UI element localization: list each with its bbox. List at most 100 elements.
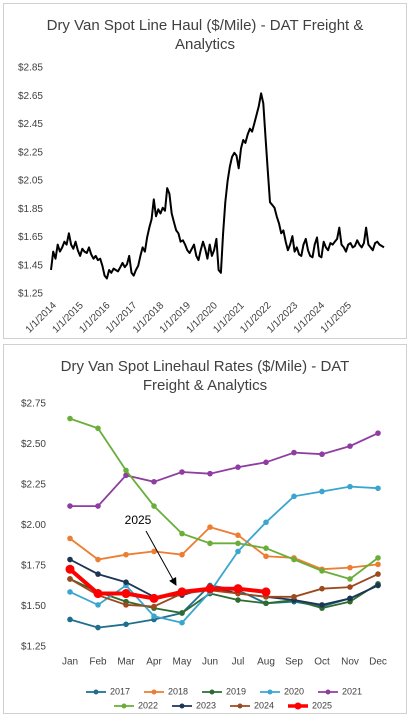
series-marker [67, 576, 73, 582]
series-marker [151, 503, 157, 509]
series-marker [95, 571, 101, 577]
series-line [69, 573, 379, 608]
x-tick-label: Apr [146, 657, 162, 668]
series-marker [261, 587, 271, 597]
series-marker [205, 584, 215, 594]
y-tick-label: $2.50 [21, 439, 46, 450]
series-marker [347, 595, 353, 602]
series-marker [263, 600, 269, 607]
y-tick-label: $2.05 [18, 176, 43, 187]
legend-label: 2017 [110, 686, 130, 696]
y-tick-label: $1.25 [21, 642, 46, 653]
x-tick-label: Feb [89, 657, 107, 668]
legend-label: 2021 [342, 686, 362, 696]
series-marker [375, 561, 381, 568]
series-marker [291, 493, 297, 500]
series-marker [347, 576, 353, 582]
legend-label: 2020 [284, 686, 304, 696]
series-marker [149, 593, 159, 603]
series-marker [291, 593, 297, 600]
x-tick-label: May [173, 657, 192, 668]
y-tick-label: $1.25 [18, 289, 43, 300]
legend-swatch-marker [121, 703, 127, 709]
x-tick-label: Dec [369, 657, 387, 668]
y-tick-label: $2.00 [21, 520, 46, 531]
series-marker [263, 519, 269, 526]
series-marker [95, 425, 101, 432]
series-marker [67, 415, 73, 422]
chart-card: Dry Van Spot Line Haul ($/Mile) - DAT Fr… [3, 3, 407, 339]
series-marker [179, 610, 185, 616]
series-marker [235, 597, 241, 603]
legend-label: 2022 [138, 700, 158, 710]
x-tick-label: Aug [257, 657, 275, 668]
annotation: 2025 [125, 513, 152, 527]
y-tick-label: $1.65 [18, 232, 43, 243]
series-marker [95, 624, 101, 631]
y-tick-label: $2.25 [18, 147, 43, 158]
series-marker [179, 551, 185, 558]
series-marker [347, 564, 353, 571]
series-marker [263, 459, 269, 466]
series-marker [375, 582, 381, 589]
series-line [69, 578, 379, 614]
series-marker [67, 616, 73, 623]
series-marker [179, 530, 185, 537]
x-tick-label: Jun [202, 657, 218, 668]
series-marker [235, 532, 241, 539]
y-tick-label: $1.85 [18, 204, 43, 215]
legend-swatch-marker [151, 689, 157, 695]
series-marker [263, 545, 269, 551]
legend-swatch-marker [325, 689, 331, 695]
legend-swatch-marker [267, 689, 273, 695]
x-tick-label: Jan [62, 657, 78, 668]
y-tick-label: $2.25 [21, 480, 46, 491]
series-marker [207, 470, 213, 477]
series-marker [123, 579, 129, 585]
series-marker [375, 430, 381, 436]
series-marker [67, 589, 73, 595]
series-marker [123, 472, 129, 479]
y-tick-label: $1.45 [18, 260, 43, 271]
legend-swatch-marker [294, 702, 302, 710]
x-tick-label: Sep [285, 657, 303, 668]
y-tick-label: $2.85 [18, 63, 43, 74]
series-marker [375, 555, 381, 561]
series-marker [319, 585, 325, 592]
series-marker [319, 488, 325, 495]
series-marker [291, 556, 297, 563]
series-marker [291, 449, 297, 456]
series-marker [95, 602, 101, 608]
y-tick-label: $1.75 [21, 561, 46, 572]
series-marker [207, 524, 213, 530]
series-line [70, 432, 379, 507]
legend-label: 2023 [196, 700, 216, 710]
series-line [69, 526, 379, 571]
series-marker [347, 483, 353, 490]
series-marker [319, 451, 325, 458]
annotation-arrow [145, 530, 177, 586]
series-marker [233, 584, 243, 594]
series-marker [319, 602, 325, 608]
legend-label: 2018 [168, 686, 188, 696]
series-marker [95, 556, 101, 563]
series-marker [235, 464, 241, 470]
series-marker [123, 621, 129, 628]
series-marker [67, 535, 73, 542]
series-marker [179, 469, 185, 475]
series-marker [151, 613, 157, 620]
series-marker [375, 571, 381, 577]
legend-swatch-marker [93, 689, 99, 695]
series-marker [347, 443, 353, 449]
series-marker [235, 548, 241, 555]
series-marker [123, 467, 129, 474]
x-tick-label: Mar [117, 657, 135, 668]
series-marker [179, 619, 185, 626]
data-line [50, 92, 385, 280]
series-marker [121, 589, 131, 599]
series-marker [95, 503, 101, 509]
y-tick-label: $1.50 [21, 601, 46, 612]
legend-swatch-marker [179, 703, 185, 709]
series-line [69, 417, 379, 580]
x-tick-label: Nov [341, 657, 359, 668]
